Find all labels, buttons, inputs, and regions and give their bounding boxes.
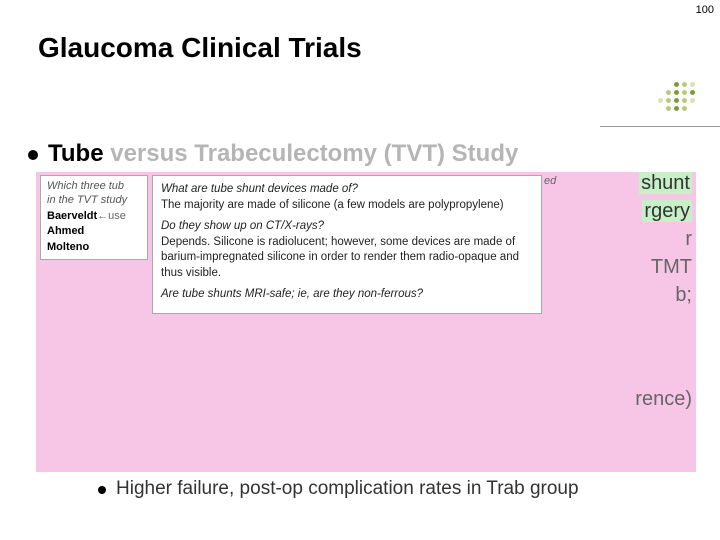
heading-black: Tube bbox=[48, 140, 104, 167]
heading-text: Tube versus Trabeculectomy (TVT) Study bbox=[48, 140, 518, 168]
heading-gray: versus Trabeculectomy (TVT) Study bbox=[104, 140, 519, 167]
decorative-dots bbox=[644, 82, 698, 118]
slide: 100 Glaucoma Clinical Trials Tube versus… bbox=[0, 0, 720, 540]
fragment-shunt-text: shunt bbox=[639, 172, 692, 194]
main-q1: What are tube shunt devices made of? bbox=[161, 182, 533, 198]
heading-bullet: Tube versus Trabeculectomy (TVT) Study bbox=[28, 140, 518, 168]
page-title: Glaucoma Clinical Trials bbox=[38, 32, 362, 64]
main-a2: Depends. Silicone is radiolucent; howeve… bbox=[161, 235, 533, 282]
left-callout-item2: Ahmed bbox=[47, 225, 141, 239]
slide-number: 100 bbox=[696, 4, 714, 16]
left-callout-q1: Which three tub bbox=[47, 180, 141, 194]
main-q3: Are tube shunts MRI-safe; ie, are they n… bbox=[161, 287, 533, 303]
fragment-rgery-text: rgery bbox=[642, 200, 692, 222]
left-callout-item1-label: Baerveldt bbox=[47, 210, 97, 222]
bottom-bullet: Higher failure, post-op complication rat… bbox=[98, 478, 579, 500]
fragment-rgery: rgery bbox=[642, 200, 692, 223]
fragment-ed: ed bbox=[542, 175, 558, 187]
fragment-tmt: TMT bbox=[651, 256, 692, 279]
left-callout-item1: Baerveldt←use bbox=[47, 210, 141, 224]
main-q2: Do they show up on CT/X-rays? bbox=[161, 219, 533, 235]
bullet-icon bbox=[98, 486, 106, 494]
left-callout-q2: in the TVT study bbox=[47, 194, 141, 208]
fragment-b: b; bbox=[675, 284, 692, 307]
main-a1: The majority are made of silicone (a few… bbox=[161, 198, 533, 214]
main-callout: What are tube shunt devices made of? The… bbox=[152, 175, 542, 314]
left-callout-item3: Molteno bbox=[47, 241, 141, 255]
decorative-line bbox=[600, 126, 720, 127]
left-callout-use: ←use bbox=[97, 210, 126, 222]
bottom-bullet-text: Higher failure, post-op complication rat… bbox=[116, 478, 579, 500]
bullet-icon bbox=[28, 150, 38, 160]
left-callout: Which three tub in the TVT study Baervel… bbox=[40, 175, 148, 260]
fragment-r: r bbox=[685, 228, 692, 251]
fragment-rence: rence) bbox=[635, 388, 692, 411]
fragment-shunt: shunt bbox=[639, 172, 692, 195]
